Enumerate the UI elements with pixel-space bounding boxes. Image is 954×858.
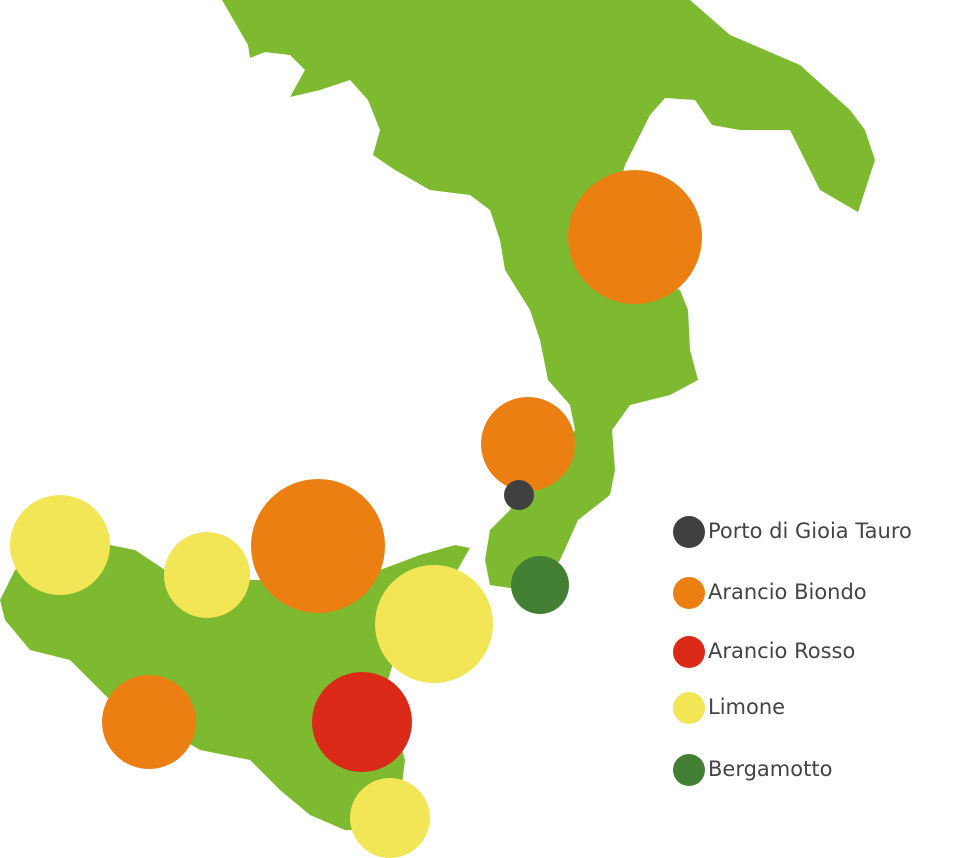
- bubble: [350, 778, 430, 858]
- bubble: [481, 397, 575, 491]
- legend-dot: [673, 636, 705, 668]
- bubble: [312, 672, 412, 772]
- legend-dot: [673, 516, 705, 548]
- bubbles: [10, 170, 702, 858]
- bubble: [568, 170, 702, 304]
- bubble: [102, 675, 196, 769]
- bubble: [164, 532, 250, 618]
- legend-label: Arancio Rosso: [708, 639, 855, 663]
- bubble: [251, 479, 385, 613]
- legend-dot: [673, 577, 705, 609]
- legend-dot: [673, 692, 705, 724]
- legend-label: Porto di Gioia Tauro: [708, 519, 912, 543]
- bubble: [504, 480, 534, 510]
- legend-label: Limone: [708, 695, 785, 719]
- bubble: [375, 565, 493, 683]
- bubble: [10, 495, 110, 595]
- bubble: [511, 556, 569, 614]
- italy-mainland: [222, 0, 875, 590]
- legend-dot: [673, 754, 705, 786]
- legend-label: Arancio Biondo: [708, 580, 867, 604]
- legend-label: Bergamotto: [708, 757, 832, 781]
- legend: Porto di Gioia Tauro Arancio Biondo Aranci…: [673, 516, 912, 786]
